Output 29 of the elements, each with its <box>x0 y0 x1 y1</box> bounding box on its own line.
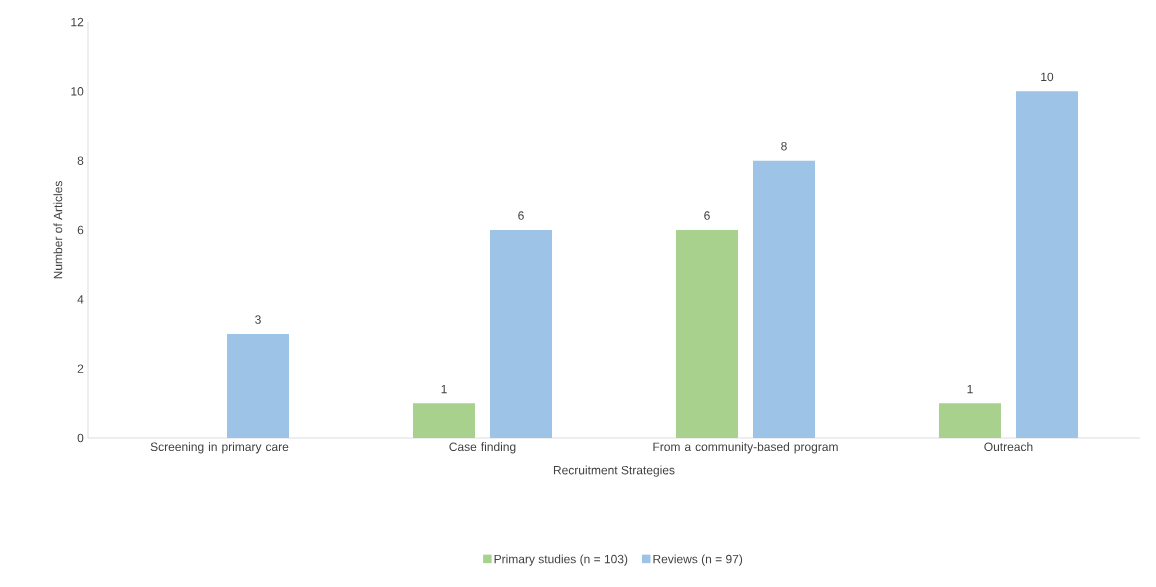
bar <box>227 334 289 438</box>
y-tick-label: 12 <box>71 17 84 27</box>
data-label: 6 <box>518 211 524 220</box>
y-tick-label: 4 <box>77 295 84 304</box>
bar <box>1015 91 1078 438</box>
y-tick-label: 0 <box>77 433 84 443</box>
x-tick-label: Case finding <box>449 442 516 454</box>
x-tick-label: Outreach <box>984 442 1033 452</box>
y-tick-label: 8 <box>77 156 84 165</box>
bar <box>489 230 552 438</box>
data-label: 10 <box>1041 72 1054 82</box>
x-axis-title: Recruitment Strategies <box>553 465 675 477</box>
y-axis-title: Number of Articles <box>53 181 63 279</box>
y-tick-label: 2 <box>77 364 84 373</box>
y-tick-label: 10 <box>71 87 84 96</box>
x-tick-label: Screening in primary care <box>150 442 289 454</box>
bar <box>412 403 475 438</box>
data-label: 1 <box>441 384 447 394</box>
data-label: 3 <box>255 315 261 324</box>
data-label: 8 <box>781 141 787 151</box>
bar <box>675 230 738 438</box>
data-label: 1 <box>967 384 973 394</box>
legend-label: Primary studies (n = 103) <box>494 554 628 566</box>
y-tick-label: 6 <box>77 225 84 235</box>
data-label: 6 <box>704 211 710 220</box>
legend-label: Reviews (n = 97) <box>653 554 743 566</box>
bar <box>938 403 1001 438</box>
x-tick-label: From a community-based program <box>653 442 838 454</box>
bar <box>752 160 815 438</box>
